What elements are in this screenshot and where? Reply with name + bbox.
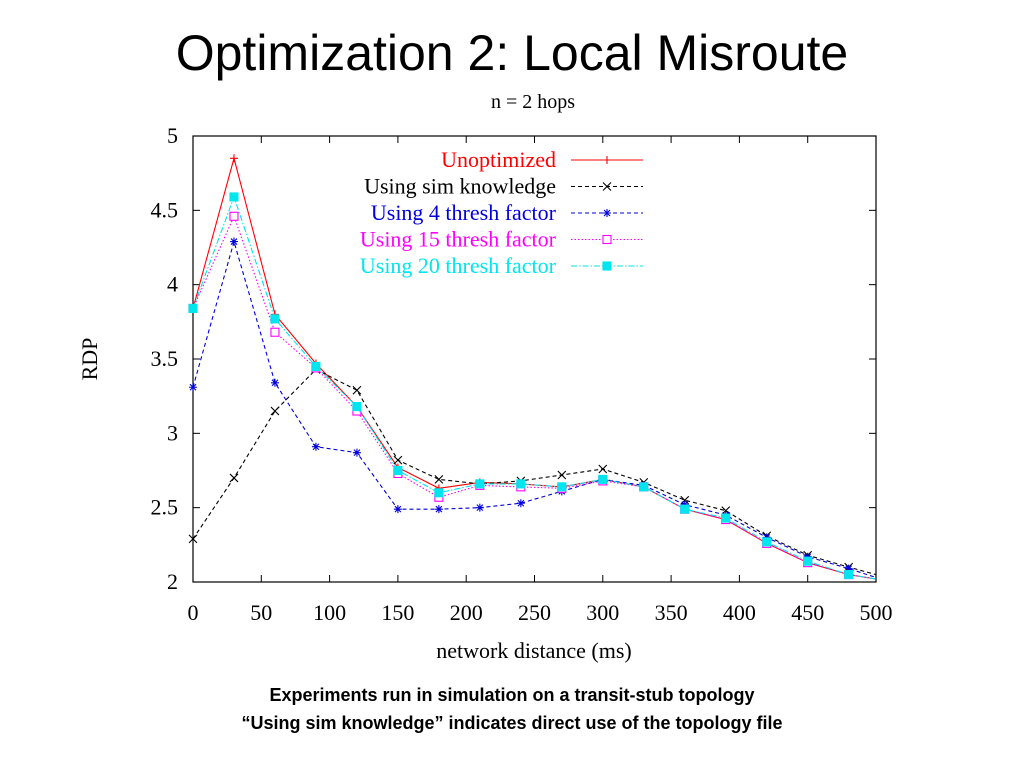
data-point	[229, 211, 239, 221]
caption-line-1: Experiments run in simulation on a trans…	[269, 685, 755, 705]
legend-label: Using 4 thresh factor	[371, 200, 557, 225]
y-axis-label: RDP	[77, 338, 102, 381]
data-point	[680, 504, 690, 514]
y-tick-label: 5	[167, 123, 178, 148]
data-point	[598, 464, 608, 474]
y-tick-label: 2.5	[151, 495, 179, 520]
data-point	[270, 378, 279, 387]
data-point	[229, 237, 238, 246]
series-line	[192, 239, 877, 579]
series-using-4-thresh-factor	[189, 237, 877, 579]
legend-marker	[602, 182, 612, 191]
series-line	[192, 368, 877, 576]
data-point	[557, 482, 567, 492]
data-point	[475, 479, 485, 489]
data-point	[229, 192, 239, 202]
legend-marker	[603, 209, 611, 217]
legend-marker	[602, 234, 612, 245]
x-tick-label: 50	[250, 600, 272, 625]
legend-label: Using 15 thresh factor	[360, 227, 557, 252]
data-point	[803, 556, 813, 566]
x-tick-label: 350	[655, 600, 688, 625]
data-point	[352, 402, 362, 412]
data-point	[598, 474, 608, 484]
chart-title: n = 2 hops	[491, 91, 575, 113]
legend-label: Using 20 thresh factor	[360, 253, 557, 278]
slide-title: Optimization 2: Local Misroute	[175, 25, 849, 81]
data-point	[188, 534, 198, 544]
data-point	[434, 505, 443, 514]
legend-marker	[603, 156, 611, 164]
x-tick-label: 100	[313, 600, 346, 625]
x-tick-label: 0	[188, 600, 199, 625]
data-point	[434, 475, 444, 484]
caption-line-2: “Using sim knowledge” indicates direct u…	[241, 713, 783, 733]
data-point	[352, 448, 361, 457]
data-point	[762, 537, 772, 547]
data-point	[434, 488, 444, 498]
data-point	[188, 303, 198, 314]
legend-marker	[602, 261, 612, 271]
y-tick-label: 2	[167, 569, 178, 594]
series-using-sim-knowledge	[188, 365, 877, 576]
y-tick-label: 4	[167, 272, 178, 297]
axis-ticks: 0 50 100 150 200 250 300 350 400 450 500 2 2.5 3 3.5 4 4…	[151, 123, 893, 625]
data-point	[352, 385, 362, 395]
data-point	[516, 479, 526, 489]
x-tick-label: 300	[586, 600, 619, 625]
y-tick-label: 3.5	[151, 346, 179, 371]
y-tick-label: 4.5	[151, 197, 179, 222]
x-tick-label: 500	[860, 600, 893, 625]
data-point	[721, 506, 731, 516]
x-tick-label: 150	[381, 600, 414, 625]
data-point	[393, 505, 402, 514]
data-point	[229, 154, 238, 163]
series-line	[192, 156, 877, 580]
data-point	[844, 564, 853, 573]
data-point	[639, 482, 649, 492]
y-tick-label: 3	[167, 420, 178, 445]
series-layer	[188, 154, 877, 580]
legend-label: Using sim knowledge	[364, 174, 556, 199]
data-point	[189, 383, 197, 392]
data-point	[557, 470, 567, 480]
x-tick-label: 450	[791, 600, 824, 625]
series-using-20-thresh-factor	[188, 192, 877, 580]
series-line	[192, 214, 877, 580]
data-point	[393, 465, 403, 476]
data-point	[721, 513, 731, 523]
data-point	[844, 570, 854, 580]
data-point	[270, 406, 280, 416]
data-point	[475, 503, 484, 512]
data-point	[270, 327, 280, 337]
data-point	[311, 361, 321, 371]
series-line	[192, 195, 877, 580]
data-point	[270, 314, 280, 324]
data-point	[311, 442, 320, 451]
x-tick-label: 200	[450, 600, 483, 625]
x-axis-label: network distance (ms)	[436, 638, 632, 663]
data-point	[516, 499, 525, 508]
data-point	[229, 473, 239, 483]
legend-label: Unoptimized	[441, 147, 556, 172]
x-tick-label: 400	[723, 600, 756, 625]
x-tick-label: 250	[518, 600, 551, 625]
data-point	[393, 455, 403, 465]
